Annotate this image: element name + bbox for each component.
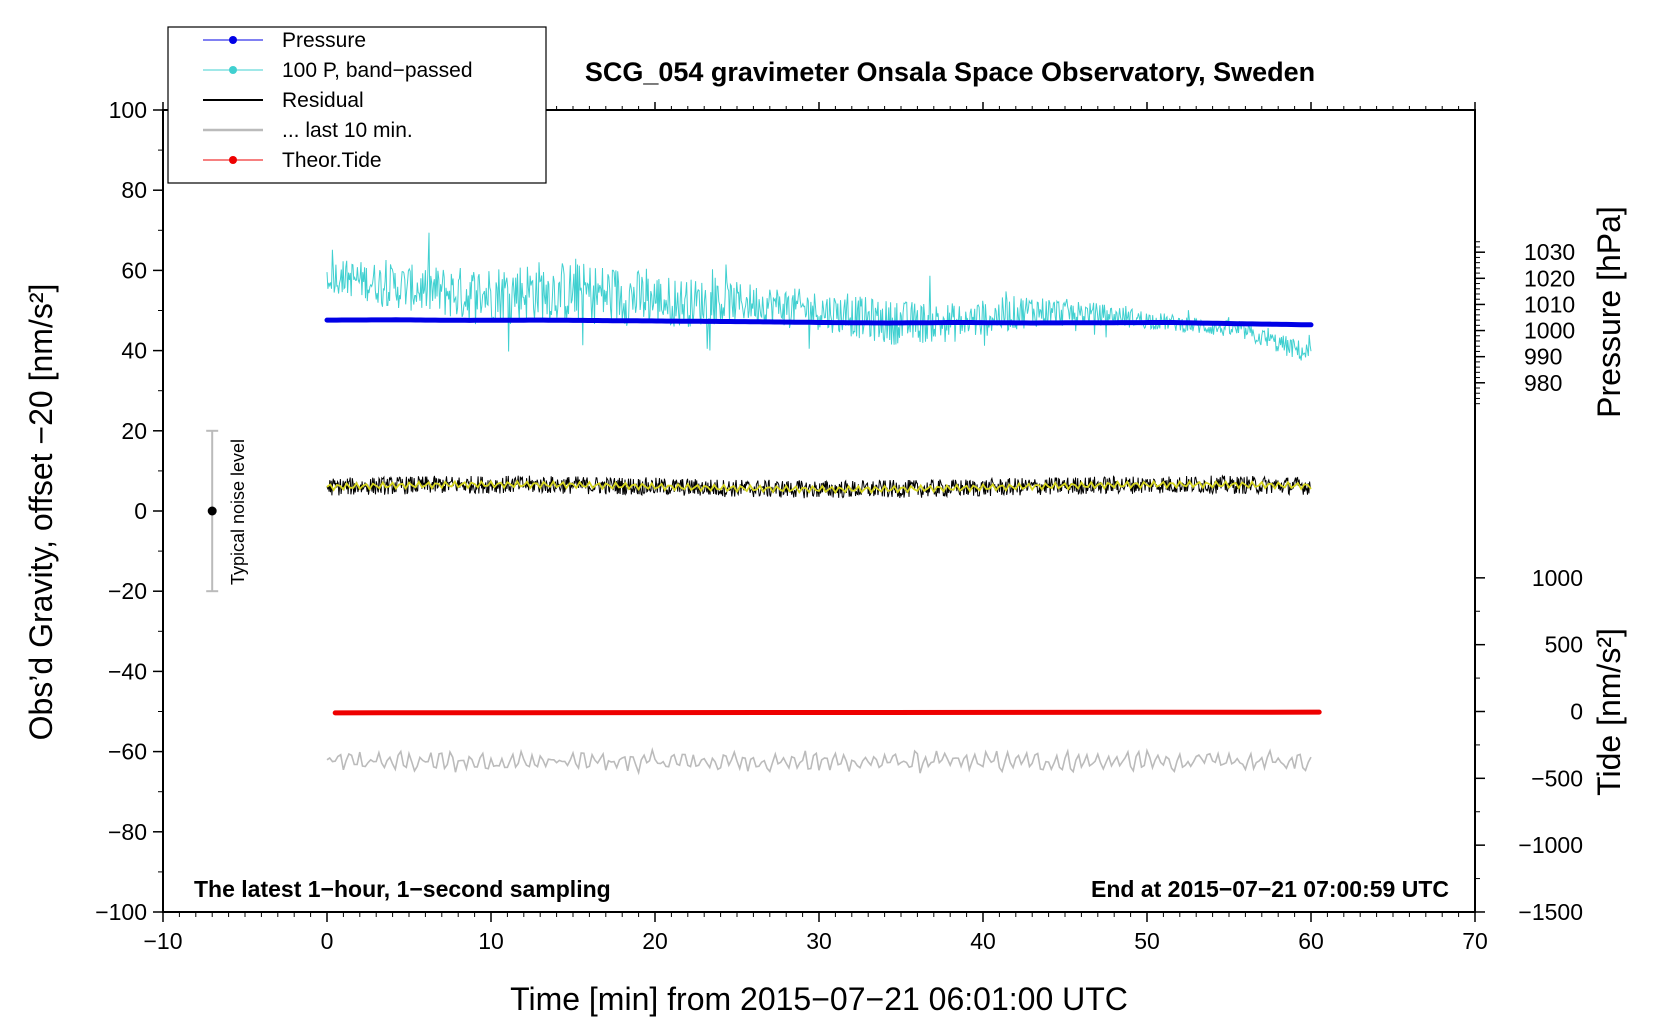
y-axis-label-tide: Tide [nm/s²] xyxy=(1591,628,1627,796)
x-tick-label: 30 xyxy=(806,928,832,954)
tide-tick-label: 500 xyxy=(1545,632,1583,658)
annotation-end-time: End at 2015−07−21 07:00:59 UTC xyxy=(1091,876,1449,902)
series-layer xyxy=(324,232,1322,776)
x-tick-label: 40 xyxy=(970,928,996,954)
x-tick-label: 20 xyxy=(642,928,668,954)
x-axis-label: Time [min] from 2015−07−21 06:01:00 UTC xyxy=(510,981,1128,1017)
x-tick-label: 60 xyxy=(1298,928,1324,954)
pressure-tick-label: 1010 xyxy=(1524,291,1575,317)
y-tick-label: 40 xyxy=(121,338,147,364)
pressure-tick-label: 1000 xyxy=(1524,318,1575,344)
y-axis-label-pressure: Pressure [hPa] xyxy=(1591,206,1627,418)
axis-layer: −10 0 10 20 30 40 50 60 70−100−80−60−40−20020406… xyxy=(95,97,1583,954)
tide-tick-label: −1500 xyxy=(1518,899,1583,925)
legend-marker xyxy=(229,36,237,44)
y-tick-label: −20 xyxy=(108,578,147,604)
noise-bar-center xyxy=(207,506,217,516)
series-theoretical-tide xyxy=(332,709,1322,716)
legend: Pressure 100 P, band−passed Residual ... la… xyxy=(167,26,547,184)
y-tick-label: 80 xyxy=(121,177,147,203)
y-tick-label: −60 xyxy=(108,739,147,765)
x-tick-label: 0 xyxy=(321,928,334,954)
legend-label: 100 P, band−passed xyxy=(282,59,473,82)
y-tick-label: −100 xyxy=(95,899,147,925)
pressure-tick-label: 980 xyxy=(1524,370,1562,396)
legend-marker xyxy=(229,66,237,74)
legend-label: Residual xyxy=(282,89,364,112)
tide-tick-label: 0 xyxy=(1570,699,1583,725)
legend-label: ... last 10 min. xyxy=(282,119,413,142)
noise-label: Typical noise level xyxy=(228,439,248,585)
series-residual xyxy=(326,474,1312,499)
x-tick-label: −10 xyxy=(143,928,182,954)
pressure-tick-label: 990 xyxy=(1524,344,1562,370)
y-tick-label: −80 xyxy=(108,819,147,845)
pressure-tick-label: 1030 xyxy=(1524,239,1575,265)
y-tick-label: −40 xyxy=(108,658,147,684)
legend-label: Pressure xyxy=(282,29,366,52)
x-tick-label: 70 xyxy=(1462,928,1488,954)
x-tick-label: 50 xyxy=(1134,928,1160,954)
tide-tick-label: −500 xyxy=(1531,765,1583,791)
series-pressure xyxy=(324,317,1314,328)
series-last-10-min xyxy=(326,746,1312,776)
series-band-passed-pressure xyxy=(326,232,1312,361)
y-tick-label: 0 xyxy=(134,498,147,524)
tide-tick-label: 1000 xyxy=(1532,565,1583,591)
annotation-sampling: The latest 1−hour, 1−second sampling xyxy=(194,876,611,902)
plot-frame xyxy=(162,109,1476,913)
y-tick-label: 100 xyxy=(109,97,147,123)
legend-label: Theor.Tide xyxy=(282,149,382,172)
legend-marker xyxy=(229,156,237,164)
noise-indicator: Typical noise level xyxy=(206,429,248,593)
y-axis-label-left: Obs’d Gravity, offset −20 [nm/s²] xyxy=(23,284,59,741)
pressure-tick-label: 1020 xyxy=(1524,265,1575,291)
y-tick-label: 20 xyxy=(121,418,147,444)
y-tick-label: 60 xyxy=(121,257,147,283)
chart-title: SCG_054 gravimeter Onsala Space Observat… xyxy=(585,57,1315,87)
x-tick-label: 10 xyxy=(478,928,504,954)
series-residual-smoothed xyxy=(326,479,1312,495)
tide-tick-label: −1000 xyxy=(1518,832,1583,858)
